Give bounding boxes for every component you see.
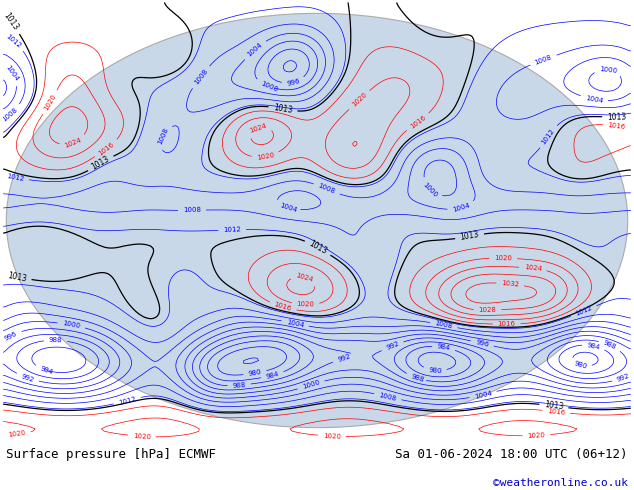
Text: 1000: 1000: [62, 320, 81, 329]
Text: 1004: 1004: [4, 64, 20, 82]
Text: 980: 980: [428, 367, 442, 374]
Text: 1020: 1020: [495, 255, 512, 261]
Ellipse shape: [6, 13, 628, 428]
Text: 1028: 1028: [479, 307, 496, 313]
Text: 988: 988: [410, 373, 425, 383]
Text: ©weatheronline.co.uk: ©weatheronline.co.uk: [493, 478, 628, 488]
Text: 1013: 1013: [460, 230, 480, 243]
Text: 1012: 1012: [223, 227, 241, 233]
Text: 996: 996: [286, 78, 301, 87]
Text: 1012: 1012: [574, 305, 593, 318]
Text: 1013: 1013: [2, 11, 20, 32]
Text: 1013: 1013: [544, 400, 564, 412]
Text: 1013: 1013: [607, 112, 626, 122]
Text: 996: 996: [475, 339, 489, 348]
Text: 1000: 1000: [259, 80, 278, 93]
Text: 1004: 1004: [286, 318, 304, 328]
Text: 1020: 1020: [297, 301, 314, 308]
Text: 992: 992: [337, 354, 351, 364]
Text: 1013: 1013: [307, 239, 328, 256]
Text: 1012: 1012: [5, 33, 22, 49]
Text: 1004: 1004: [585, 95, 604, 104]
Text: 1000: 1000: [421, 181, 438, 198]
Text: 1020: 1020: [351, 92, 368, 108]
Text: 1016: 1016: [273, 301, 292, 312]
Text: 988: 988: [232, 382, 246, 389]
Text: 1013: 1013: [90, 154, 111, 172]
Text: Sa 01-06-2024 18:00 UTC (06+12): Sa 01-06-2024 18:00 UTC (06+12): [395, 448, 628, 462]
Text: 1000: 1000: [302, 379, 321, 391]
Text: 1024: 1024: [249, 122, 268, 134]
Text: 1008: 1008: [183, 207, 201, 213]
Text: 1004: 1004: [279, 202, 297, 213]
Text: 1024: 1024: [295, 272, 314, 283]
Text: 984: 984: [39, 365, 54, 375]
Text: 1020: 1020: [8, 430, 27, 438]
Text: 1016: 1016: [98, 141, 115, 156]
Text: 1020: 1020: [43, 93, 58, 112]
Text: 984: 984: [586, 342, 601, 350]
Text: 984: 984: [437, 343, 451, 352]
Text: 1016: 1016: [498, 321, 515, 327]
Text: 980: 980: [573, 361, 588, 370]
Text: 1000: 1000: [598, 66, 618, 74]
Text: 1016: 1016: [409, 114, 427, 130]
Text: 1020: 1020: [256, 152, 275, 161]
Text: 1024: 1024: [524, 264, 542, 272]
Text: 1013: 1013: [273, 103, 293, 115]
Text: 980: 980: [248, 369, 262, 377]
Text: 1016: 1016: [607, 122, 626, 130]
Text: 1020: 1020: [133, 433, 151, 440]
Text: 1020: 1020: [527, 432, 545, 439]
Text: 1024: 1024: [64, 137, 82, 148]
Text: 1008: 1008: [434, 320, 453, 330]
Text: 1008: 1008: [1, 106, 19, 122]
Text: 1032: 1032: [501, 280, 519, 288]
Text: 1012: 1012: [118, 395, 137, 406]
Text: 1004: 1004: [246, 42, 264, 58]
Text: 1008: 1008: [157, 127, 169, 146]
Text: 1004: 1004: [474, 390, 493, 400]
Text: 1008: 1008: [378, 392, 398, 402]
Text: 992: 992: [616, 372, 631, 383]
Text: 1008: 1008: [193, 68, 209, 86]
Text: 988: 988: [49, 337, 62, 343]
Text: 992: 992: [20, 373, 35, 383]
Text: 1020: 1020: [323, 433, 341, 440]
Text: 984: 984: [265, 371, 280, 380]
Text: 996: 996: [3, 331, 18, 342]
Text: 988: 988: [602, 340, 618, 351]
Text: 992: 992: [385, 341, 400, 351]
Text: 1012: 1012: [541, 127, 556, 146]
Text: 1008: 1008: [534, 54, 553, 66]
Text: 1013: 1013: [7, 271, 27, 283]
Text: 1008: 1008: [317, 183, 336, 195]
Text: Surface pressure [hPa] ECMWF: Surface pressure [hPa] ECMWF: [6, 448, 216, 462]
Text: 1016: 1016: [547, 408, 566, 416]
Text: 1004: 1004: [452, 202, 470, 213]
Text: 1012: 1012: [6, 173, 25, 182]
